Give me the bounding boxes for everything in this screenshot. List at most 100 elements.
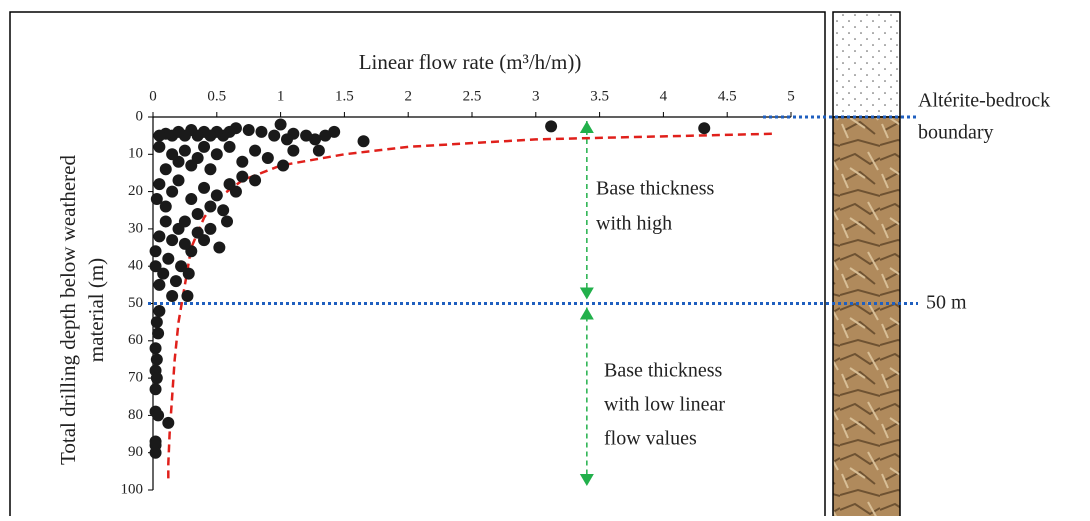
y-axis-title: Total drilling depth below weathered [56,155,80,465]
data-point [242,124,255,137]
data-point [249,174,262,187]
data-point [152,327,165,340]
data-point [236,170,249,183]
data-point [198,181,211,194]
data-point [261,152,274,165]
data-point [198,140,211,153]
x-axis-title: Linear flow rate (m³/h/m)) [359,50,582,74]
data-point [545,120,558,133]
data-point [153,278,166,291]
annotation: Altérite-bedrock [918,90,1050,112]
y-tick-label: 20 [128,183,143,199]
data-point [204,163,217,176]
data-point [149,342,162,355]
data-point [149,446,162,459]
x-tick-label: 1 [277,88,285,104]
data-point [357,135,370,148]
annotation: flow values [604,428,697,450]
data-point [153,230,166,243]
data-point [204,222,217,235]
x-tick-label: 1.5 [335,88,354,104]
annotation: 50 m [926,292,967,314]
alterite-layer [832,11,901,118]
annotation: with low linear [604,394,725,416]
arrow-head [579,474,594,486]
data-point [223,178,236,191]
annotation: with high [596,213,672,235]
y-tick-label: 10 [128,146,143,162]
data-point [280,133,293,146]
data-point [150,193,163,206]
data-point [175,260,188,273]
arrow-head [579,287,594,300]
data-point [191,207,204,220]
data-point [213,241,226,254]
data-point [157,267,170,280]
data-point [274,118,287,131]
data-point [150,372,163,385]
bedrock-layer [832,116,901,521]
data-point [268,129,281,142]
x-tick-label: 4 [660,88,668,104]
y-axis-title: material (m) [84,258,108,362]
data-point [153,129,166,142]
data-point [217,204,230,217]
data-point [153,178,166,191]
annotation: boundary [918,122,994,144]
data-point [159,215,172,228]
y-tick-label: 50 [128,295,143,311]
annotation: Base thickness [604,360,723,382]
x-tick-label: 3.5 [590,88,609,104]
data-point [223,140,236,153]
data-point [162,252,175,265]
x-tick-label: 4.5 [718,88,737,104]
arrow-head [579,307,594,320]
data-point [287,144,300,157]
data-point [277,159,290,172]
data-point [162,416,175,429]
data-point [249,144,262,157]
data-point [178,144,191,157]
data-point [204,200,217,213]
y-tick-label: 0 [136,108,144,124]
data-point [172,174,185,187]
data-point [312,144,325,157]
y-tick-label: 70 [128,370,143,386]
data-point [185,159,198,172]
data-point [153,304,166,317]
data-point [210,189,223,202]
y-tick-label: 80 [128,407,143,423]
y-tick-label: 40 [128,258,143,274]
data-point [149,260,162,273]
y-tick-label: 100 [121,481,144,497]
data-point [178,237,191,250]
x-tick-label: 2.5 [463,88,482,104]
x-tick-label: 5 [787,88,795,104]
data-point [181,290,194,303]
chart-frame [9,11,826,521]
x-tick-label: 0.5 [207,88,226,104]
data-point [166,148,179,161]
data-point [149,245,162,258]
data-point [150,353,163,366]
data-point [150,316,163,329]
data-point [166,185,179,198]
data-point [221,215,234,228]
arrow-head [579,121,594,133]
data-point [153,140,166,153]
data-point [169,275,182,288]
data-point [185,193,198,206]
data-point [172,222,185,235]
data-point [152,409,165,422]
x-tick-label: 3 [532,88,540,104]
data-point [182,267,195,280]
data-point [255,125,268,138]
annotation: Base thickness [596,178,715,200]
y-tick-label: 30 [128,220,143,236]
data-point [166,290,179,303]
data-point [159,200,172,213]
data-point [166,234,179,247]
x-tick-label: 0 [149,88,157,104]
y-tick-label: 60 [128,332,143,348]
